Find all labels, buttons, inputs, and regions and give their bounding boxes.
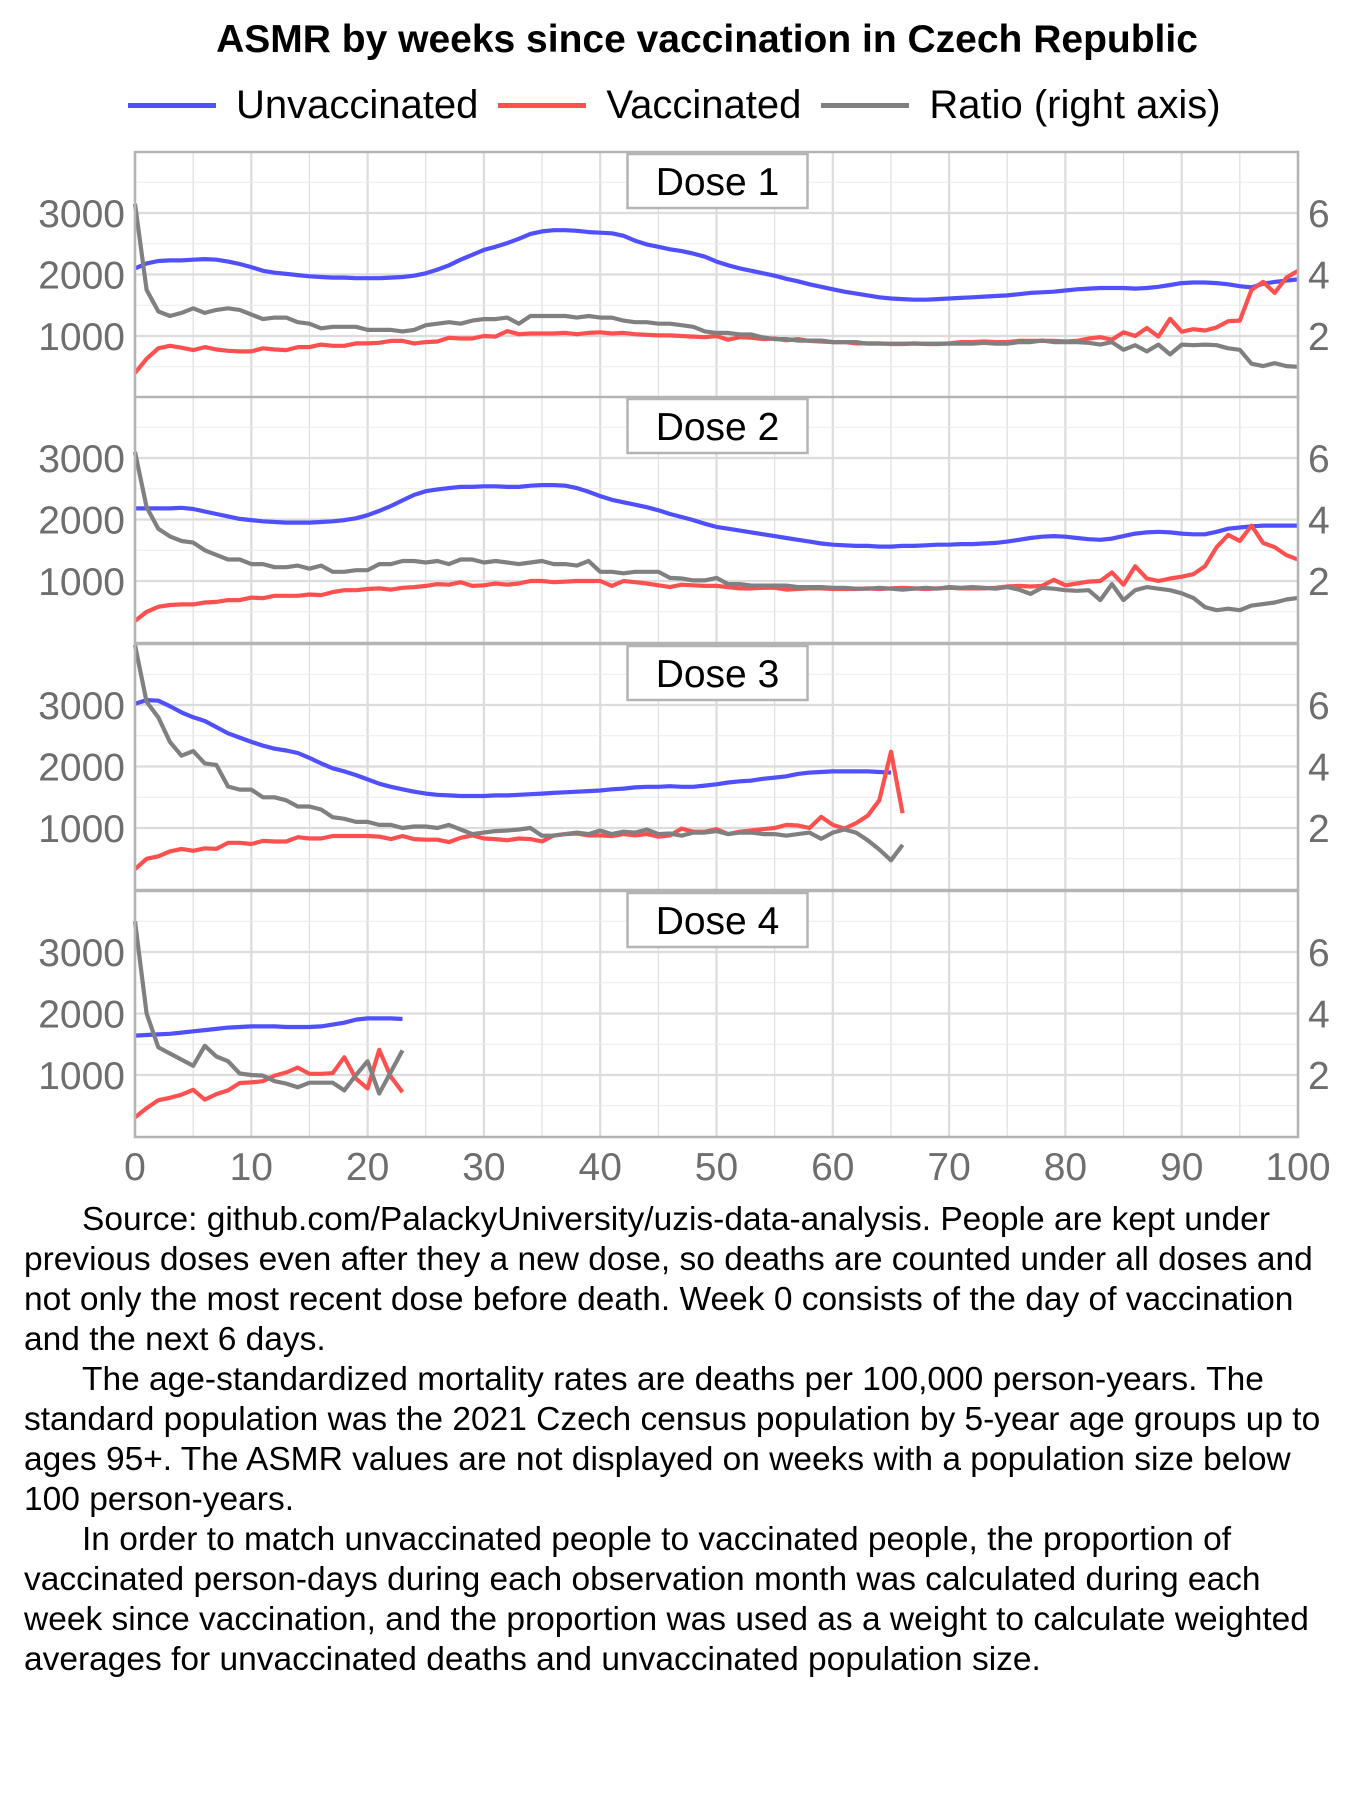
series-line-ratio-right-axis: [132, 451, 1299, 613]
panel-border: [133, 889, 1300, 1139]
y-tick-label-right: 6: [1308, 438, 1330, 481]
y-tick-label-right: 2: [1308, 561, 1330, 604]
x-tick-label: 90: [1160, 1146, 1203, 1189]
legend-item-ratio: Ratio (right axis): [821, 82, 1221, 128]
footnote: Source: github.com/PalackyUniversity/uzi…: [24, 1200, 1342, 1680]
facet-label-box: [626, 644, 809, 702]
series-line-ratio-right-axis: [132, 921, 405, 1096]
x-tick-label: 0: [124, 1146, 146, 1189]
legend-label-ratio: Ratio (right axis): [929, 82, 1221, 127]
y-tick-label: 3000: [38, 685, 125, 728]
x-tick-label: 20: [346, 1146, 389, 1189]
y-tick-label-right: 4: [1308, 500, 1330, 543]
legend: Unvaccinated Vaccinated Ratio (right axi…: [128, 80, 1241, 130]
y-tick-label-right: 2: [1308, 1055, 1330, 1098]
series-line-ratio-right-axis: [132, 203, 1299, 369]
y-tick-label: 1000: [38, 808, 125, 851]
x-tick-label: 60: [811, 1146, 854, 1189]
y-tick-label: 3000: [38, 193, 125, 236]
x-tick-label: 10: [230, 1146, 273, 1189]
legend-swatch-vaccinated: [498, 102, 587, 108]
legend-swatch-unvaccinated: [128, 102, 216, 108]
legend-item-unvaccinated: Unvaccinated: [128, 83, 478, 128]
x-tick-label: 50: [695, 1146, 738, 1189]
y-tick-label: 3000: [38, 932, 125, 975]
legend-item-vaccinated: Vaccinated: [498, 83, 801, 128]
series-line-vaccinated: [133, 749, 905, 871]
y-tick-label: 2000: [38, 500, 125, 543]
y-tick-label-right: 4: [1308, 747, 1330, 790]
x-tick-label: 30: [462, 1146, 505, 1189]
series-line-vaccinated: [133, 523, 1299, 623]
y-tick-label: 3000: [38, 438, 125, 481]
chart-title: ASMR by weeks since vaccination in Czech…: [216, 18, 1198, 61]
footnote-paragraph: In order to match unvaccinated people to…: [24, 1521, 1309, 1678]
series-line-unvaccinated: [134, 1016, 403, 1038]
y-tick-label-right: 2: [1308, 316, 1330, 359]
facet-label-box: [626, 152, 809, 210]
y-tick-label: 2000: [38, 994, 125, 1037]
facet-label: Dose 4: [656, 900, 780, 943]
y-tick-label-right: 2: [1308, 808, 1330, 851]
y-tick-label: 1000: [38, 316, 125, 359]
x-tick-label: 70: [927, 1146, 970, 1189]
legend-swatch-ratio: [821, 102, 910, 108]
x-tick-label: 100: [1265, 1146, 1330, 1189]
facet-label-box: [626, 397, 809, 455]
y-tick-label-right: 6: [1308, 193, 1330, 236]
y-tick-label-right: 6: [1308, 685, 1330, 728]
series-line-vaccinated: [133, 268, 1300, 375]
footnote-paragraph: Source: github.com/PalackyUniversity/uzi…: [24, 1201, 1313, 1358]
series-line-unvaccinated: [134, 698, 892, 799]
legend-label-unvaccinated: Unvaccinated: [236, 82, 479, 127]
facet-label: Dose 2: [656, 406, 780, 449]
facet-label-box: [626, 891, 809, 949]
y-tick-label: 1000: [38, 1055, 125, 1098]
series-line-ratio-right-axis: [132, 644, 905, 863]
facet-label: Dose 3: [656, 653, 780, 696]
y-tick-label: 2000: [38, 747, 125, 790]
series-line-unvaccinated: [134, 228, 1299, 302]
series-line-unvaccinated: [135, 483, 1298, 549]
legend-label-vaccinated: Vaccinated: [606, 82, 802, 127]
y-tick-label-right: 4: [1308, 994, 1330, 1037]
facet-label: Dose 1: [656, 161, 780, 204]
footnote-paragraph: The age-standardized mortality rates are…: [24, 1361, 1321, 1518]
y-tick-label-right: 4: [1308, 255, 1330, 298]
x-tick-label: 40: [579, 1146, 622, 1189]
y-tick-label: 2000: [38, 255, 125, 298]
x-tick-label: 80: [1044, 1146, 1087, 1189]
y-tick-label: 1000: [38, 561, 125, 604]
y-tick-label-right: 6: [1308, 932, 1330, 975]
